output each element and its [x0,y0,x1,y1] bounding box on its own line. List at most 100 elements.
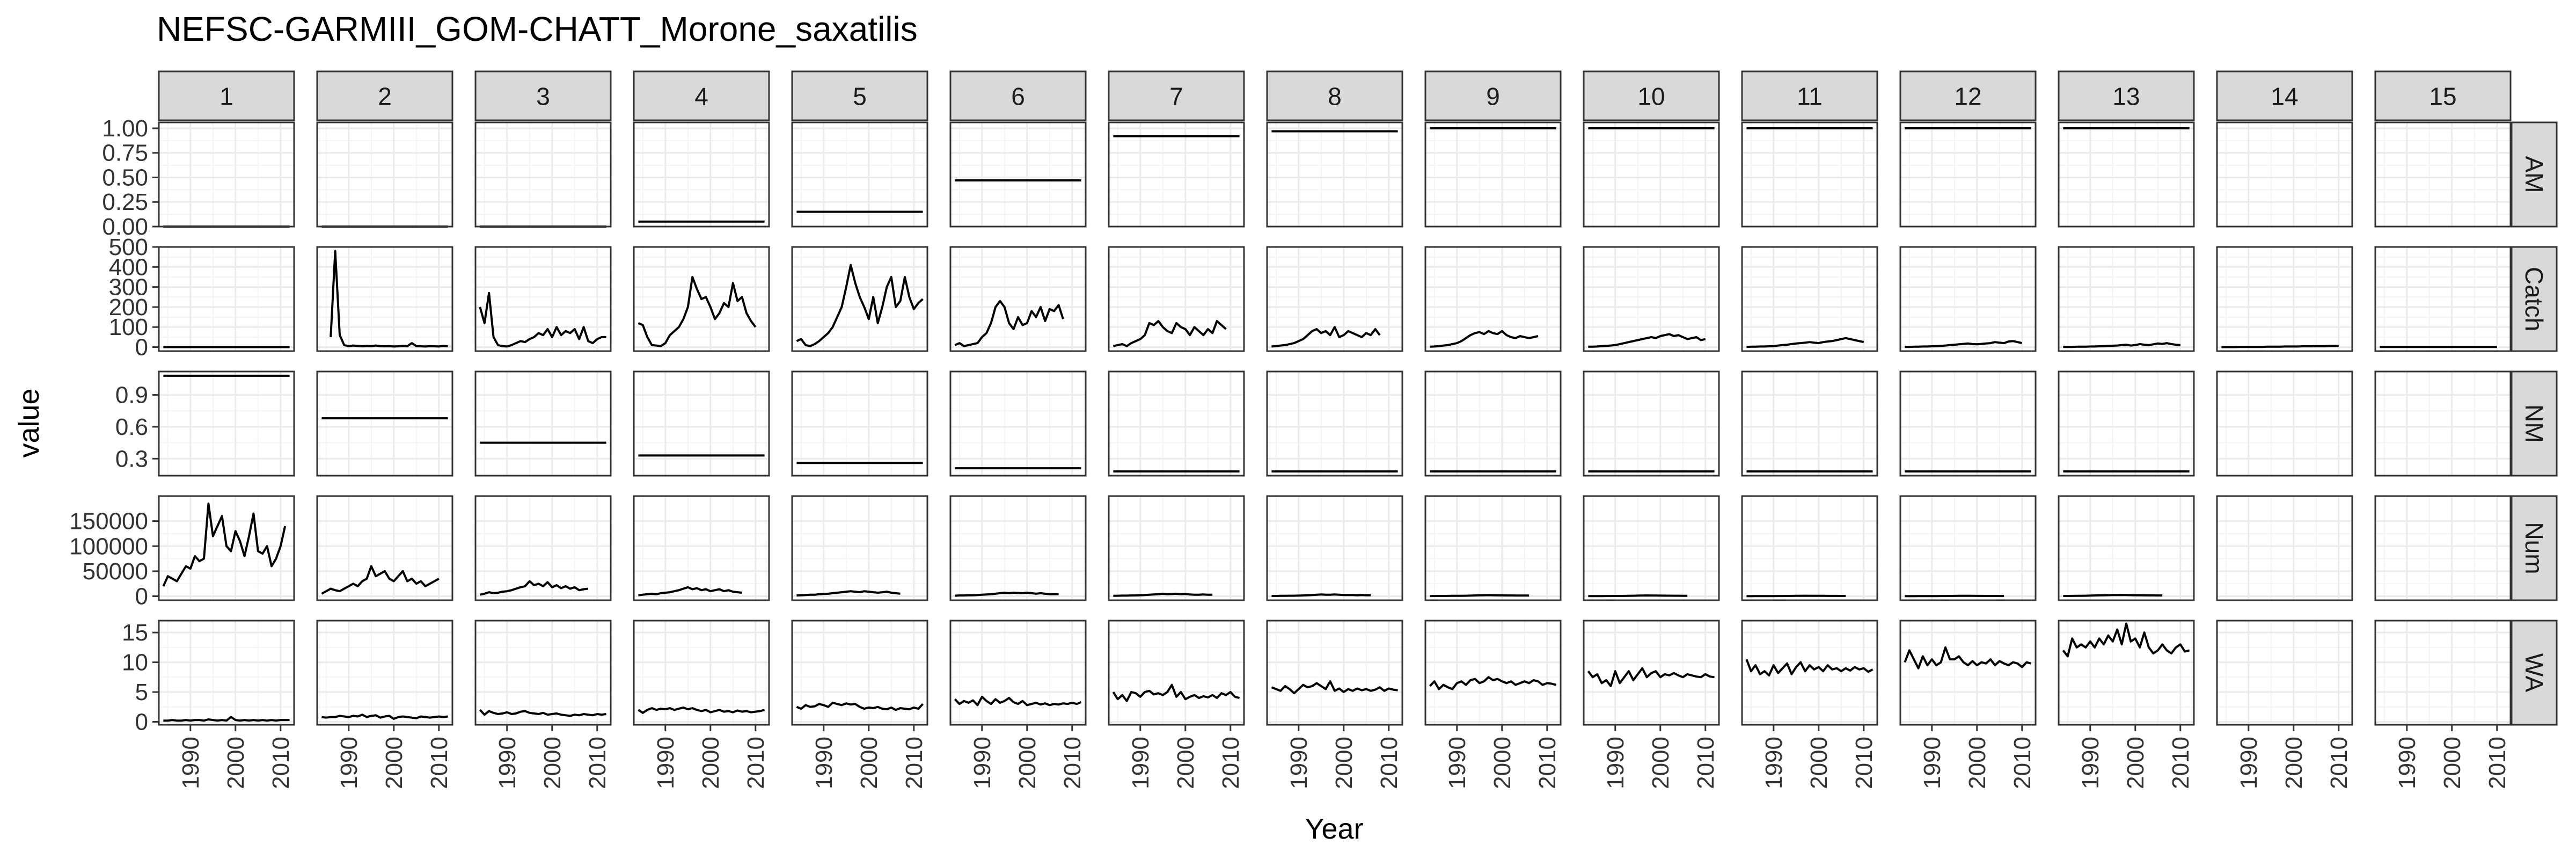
x-tick-label: 1990 [1444,737,1470,789]
panel-background [2217,372,2352,476]
row-strip-am [2511,121,2558,228]
y-tick-label: 10 [122,650,148,676]
panel-background [950,496,1086,600]
x-tick-label: 2000 [381,737,407,789]
x-tick-label: 2010 [1059,737,1086,789]
panel-border [1424,121,1562,228]
panel-border [474,370,612,477]
x-tick-label: 2010 [426,737,452,789]
panel-background [1425,247,1561,351]
x-tick-label: 1990 [1128,737,1154,789]
panel-background [2217,496,2352,600]
panel-background [1109,247,1244,351]
x-tick-label: 2000 [223,737,249,789]
series-line-num-13 [2063,594,2163,598]
panel-background [1584,372,1719,476]
panel-border [1266,620,1403,726]
y-tick-label: 0 [135,709,148,735]
panel-border [1583,495,1720,601]
y-tick-label: 150000 [69,508,148,535]
column-strip-15 [2374,70,2512,121]
column-strip-label: 8 [1328,83,1342,111]
panel-background [792,372,927,476]
series-line-catch-7 [1113,320,1227,347]
row-strip-label: NM [2520,404,2548,443]
x-tick-label: 1990 [2236,737,2262,789]
panel-background [2059,496,2194,600]
x-tick-label: 1990 [1919,737,1945,789]
panel-border [2058,370,2195,477]
panel-border [791,370,928,477]
panel-border [1899,495,2037,601]
panel-border [2058,121,2195,228]
series-line-wa-9 [1429,676,1557,690]
panel-border [158,495,295,601]
column-strip-label: 9 [1486,83,1500,111]
panel-background [2375,247,2511,351]
panel-border [1741,121,1878,228]
panel-border [949,370,1087,477]
x-tick-label: 2010 [584,737,611,789]
series-line-wa-5 [796,702,924,711]
panel-border [949,495,1087,601]
y-tick-label: 0 [135,584,148,610]
x-tick-label: 2000 [2281,737,2307,789]
panel-background [2375,372,2511,476]
series-line-wa-3 [479,709,606,717]
x-tick-label: 2000 [856,737,882,789]
panel-background [317,122,452,227]
panel-border [949,246,1087,352]
panel-background [1900,496,2036,600]
panel-border [2216,620,2353,726]
column-strip-label: 12 [1954,83,1981,111]
panel-border [949,620,1087,726]
panel-background [1267,247,1402,351]
panel-background [634,372,769,476]
series-line-wa-6 [954,695,1082,707]
row-strip-wa [2511,620,2558,726]
panel-background [2059,122,2194,227]
x-tick-label: 1990 [969,737,996,789]
x-tick-label: 2000 [1648,737,1674,789]
panel-border [949,121,1087,228]
x-tick-label: 2000 [698,737,724,789]
series-line-num-8 [1271,593,1371,598]
column-strip-label: 4 [694,83,708,111]
panel-border [1108,620,1245,726]
panel-border [2216,246,2353,352]
row-strip-catch [2511,246,2558,352]
y-axis-label: value [13,388,45,457]
column-strip-label: 13 [2112,83,2140,111]
panel-border [316,620,453,726]
series-line-catch-11 [1746,337,1864,348]
panel-border [158,121,295,228]
panel-background [2375,621,2511,725]
panel-background [1584,122,1719,227]
y-tick-label: 0.6 [115,414,148,440]
y-tick-label: 100000 [69,533,148,559]
x-tick-label: 2010 [1851,737,1877,789]
panel-background [317,496,452,600]
panel-background [950,247,1086,351]
chart-title: NEFSC-GARMIII_GOM-CHATT_Morone_saxatilis [157,10,918,48]
panel-background [2059,372,2194,476]
series-line-num-5 [796,590,901,597]
panel-border [2374,121,2512,228]
panel-background [475,122,611,227]
panel-background [1109,621,1244,725]
panel-background [1109,372,1244,476]
column-strip-8 [1266,70,1403,121]
panel-background [1584,247,1719,351]
series-line-catch-3 [479,292,606,348]
y-tick-label: 0.00 [102,214,148,240]
x-tick-label: 2000 [2439,737,2465,789]
panel-border [791,495,928,601]
panel-border [1583,620,1720,726]
x-tick-label: 2010 [2168,737,2194,789]
x-tick-label: 1990 [494,737,521,789]
column-strip-label: 6 [1011,83,1025,111]
series-line-wa-7 [1112,683,1240,702]
column-strip-13 [2058,70,2195,121]
series-line-num-6 [955,592,1059,597]
panel-background [1267,621,1402,725]
